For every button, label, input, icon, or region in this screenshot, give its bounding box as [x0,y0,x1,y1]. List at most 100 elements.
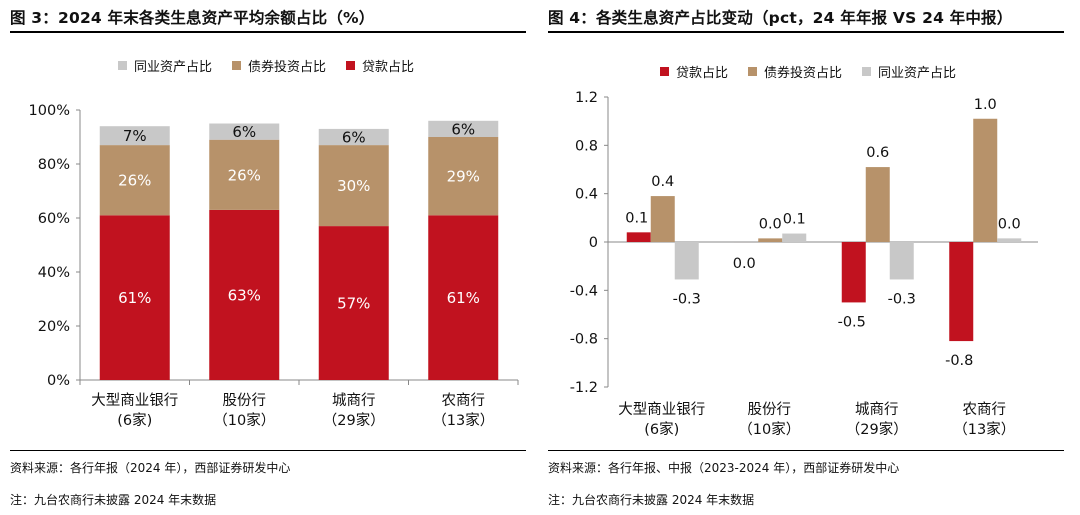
y-tick-label: 1.2 [575,90,598,106]
data-label: 30% [337,177,370,195]
data-label: 7% [123,127,147,145]
y-tick-label: 0% [47,373,70,389]
figure-4-panel: 图 4：各类生息资产占比变动（pct，24 年年报 VS 24 年中报） 贷款占… [548,0,1074,515]
x-category-sublabel: （10家） [738,421,800,438]
bar-loan [841,242,866,303]
bar-loan [949,242,974,342]
data-label: 0.1 [625,210,648,226]
bar-bond [650,196,675,242]
data-label: 6% [342,129,366,147]
bar-interbank-segment [209,123,280,140]
legend-label: 同业资产占比 [134,60,213,75]
legend-label: 同业资产占比 [878,66,957,81]
bar-bond-segment [99,145,170,216]
bar-bond-segment [209,139,280,210]
title-rule [10,31,526,33]
data-label: 26% [118,172,151,190]
data-label: 0.0 [998,216,1021,232]
x-category-label: 大型商业银行 [91,392,178,409]
y-tick-label: 0.8 [575,138,598,154]
x-category-sublabel: (6家) [644,421,679,438]
x-category-label: 股份行 [223,392,267,409]
x-category-sublabel: （29家） [323,412,385,429]
y-tick-label: -0.8 [570,332,598,348]
chart-legend: 同业资产占比 债券投资占比 贷款占比 [118,56,414,75]
bar-bond [973,118,998,242]
bar-bond-segment [318,145,389,227]
x-category-label: 农商行 [963,401,1007,418]
data-label: 0.6 [866,145,889,161]
x-category-sublabel: （29家） [846,421,908,438]
bar-loan-segment [318,226,389,380]
legend-item: 债券投资占比 [748,62,842,81]
data-label: 63% [228,286,261,304]
bar-interbank [889,242,914,280]
bar-interbank [782,233,807,242]
bar-interbank-segment [428,120,499,137]
data-label: 0.1 [783,212,806,228]
source-note: 资料来源：各行年报（2024 年），西部证券研发中心 [10,461,291,475]
legend-swatch [660,67,669,76]
y-tick-label: 100% [29,103,70,119]
data-label: 61% [118,289,151,307]
legend-swatch [232,61,242,70]
legend-swatch [862,67,872,76]
legend-swatch [346,61,356,70]
legend-label: 债券投资占比 [248,60,327,75]
bar-interbank-segment [318,128,389,146]
x-category-sublabel: （13家） [432,412,494,429]
footnote: 注：九台农商行未披露 2024 年末数据 [548,493,755,507]
x-category-label: 股份行 [748,401,792,418]
x-category-label: 农商行 [442,392,486,409]
x-category-sublabel: （13家） [953,421,1015,438]
title-rule [548,31,1064,33]
legend-item: 债券投资占比 [232,56,326,75]
figure-4-title: 图 4：各类生息资产占比变动（pct，24 年年报 VS 24 年中报） [548,9,1013,27]
bar-loan [626,232,651,242]
source-rule [10,450,526,451]
bar-bond [758,238,783,242]
y-tick-label: 0.4 [575,187,598,203]
bar-bond [865,167,890,242]
y-tick-label: 60% [38,211,70,227]
y-tick-label: -0.4 [570,283,598,299]
bar-loan-segment [209,209,280,380]
x-category-label: 城商行 [855,401,899,418]
change-bar-chart: -1.2 -0.8 -0.4 0 0.4 0.8 1.2 0.1 0.4 -0.3 大型商业银行 (6… [570,90,1038,438]
figure-3-title: 图 3：2024 年末各类生息资产平均余额占比（%） [10,9,375,27]
bar-interbank [674,242,699,280]
y-tick-label: 40% [38,265,70,281]
data-label: -0.5 [838,314,866,330]
data-label: 29% [447,168,480,186]
bar-loan-segment [428,215,499,380]
data-label: 0.4 [651,174,674,190]
figure-3-panel: 图 3：2024 年末各类生息资产平均余额占比（%） 同业资产占比 债券投资占比 贷… [10,0,536,515]
legend-item: 同业资产占比 [118,56,212,75]
x-category-label: 城商行 [332,392,376,409]
data-label: 61% [447,289,480,307]
data-label: 26% [228,166,261,184]
x-category-sublabel: (6家) [117,412,152,429]
y-tick-label: 80% [38,157,70,173]
bar-bond-segment [428,137,499,216]
y-tick-label: 20% [38,319,70,335]
y-tick-label: -1.2 [570,380,598,396]
x-category-label: 大型商业银行 [618,401,705,418]
chart-legend: 贷款占比 债券投资占比 同业资产占比 [660,62,956,81]
legend-item: 贷款占比 [346,56,414,75]
data-label: 57% [337,295,370,313]
y-tick-label: 0 [589,235,598,251]
bar-loan-segment [99,215,170,380]
data-label: 0.0 [759,216,782,232]
data-label: 0.0 [733,256,756,272]
data-label: -0.8 [945,353,973,369]
stacked-bar-chart: 0% 20% 40% 60% 80% 100% 61% 26% 7% 大型商业银行 (6家) 63% 2… [29,103,519,429]
source-note: 资料来源：各行年报、中报（2023-2024 年），西部证券研发中心 [548,461,900,475]
x-category-sublabel: （10家） [213,412,275,429]
data-label: 6% [451,120,475,138]
footnote: 注：九台农商行未披露 2024 年末数据 [10,493,217,507]
data-label: -0.3 [888,291,916,307]
bar-interbank [997,238,1022,242]
legend-swatch [118,61,127,70]
legend-label: 贷款占比 [676,66,729,81]
